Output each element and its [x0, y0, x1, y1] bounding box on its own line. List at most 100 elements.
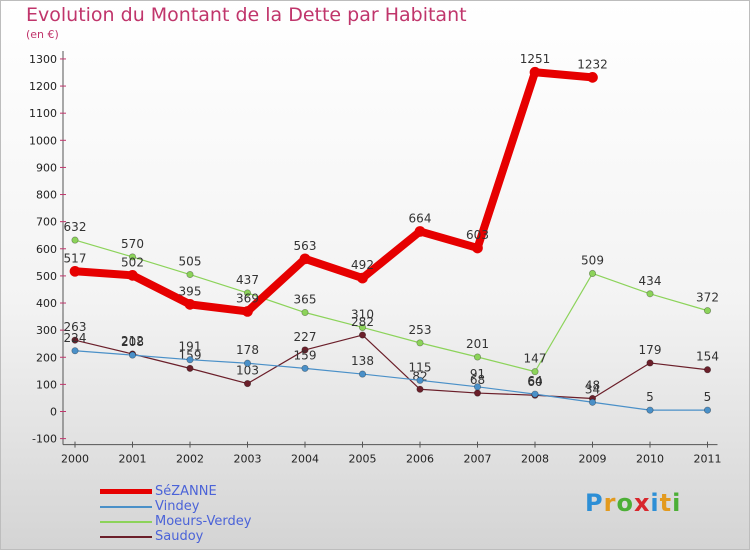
- series-line-vindey: [74, 350, 709, 411]
- data-label-vindey: 5: [704, 390, 712, 404]
- x-tick-label: 2005: [349, 453, 377, 466]
- x-tick-label: 2010: [636, 453, 664, 466]
- data-point-moeurs-verdey: [473, 353, 482, 361]
- series-line-saudoy: [74, 334, 709, 400]
- y-tick-label: 500: [36, 270, 57, 283]
- data-point-saudoy: [358, 331, 367, 339]
- data-label-moeurs-verdey: 372: [696, 291, 719, 305]
- data-point-s-zanne: [357, 272, 368, 284]
- data-point-vindey: [531, 390, 539, 398]
- data-label-saudoy: 212: [121, 334, 144, 348]
- data-label-s-zanne: 603: [466, 228, 489, 242]
- data-label-saudoy: 263: [64, 320, 87, 334]
- data-point-saudoy: [243, 380, 252, 388]
- data-label-vindey: 208: [121, 335, 144, 349]
- data-point-moeurs-verdey: [531, 368, 539, 376]
- x-tick-label: 2001: [119, 453, 147, 466]
- data-label-vindey: 5: [646, 390, 654, 404]
- data-point-s-zanne: [127, 270, 138, 281]
- data-point-vindey: [186, 356, 194, 364]
- data-label-saudoy: 154: [696, 350, 719, 364]
- data-point-vindey: [243, 359, 252, 367]
- x-tick-label: 2009: [579, 453, 607, 466]
- y-tick-label: 800: [36, 189, 57, 202]
- y-tick-label: 200: [36, 351, 57, 364]
- data-label-vindey: 115: [409, 360, 432, 374]
- data-label-vindey: 91: [470, 367, 485, 381]
- x-tick-label: 2002: [176, 453, 204, 466]
- chart-title: Evolution du Montant de la Dette par Hab…: [26, 4, 467, 26]
- data-label-moeurs-verdey: 505: [179, 255, 202, 269]
- y-tick-label: 400: [36, 297, 57, 310]
- legend-label-vindey: Vindey: [155, 499, 200, 514]
- data-point-vindey: [71, 347, 79, 355]
- data-point-moeurs-verdey: [416, 339, 424, 347]
- x-tick-label: 2003: [234, 453, 262, 466]
- proxiti-logo: Proxiti: [585, 489, 682, 517]
- data-label-vindey: 178: [236, 343, 259, 357]
- legend-swatch-moeurs-verdey: [100, 521, 152, 523]
- data-label-s-zanne: 369: [236, 291, 259, 305]
- data-point-moeurs-verdey: [646, 290, 654, 298]
- y-tick-label: 300: [36, 324, 57, 337]
- data-label-moeurs-verdey: 437: [236, 273, 259, 287]
- data-label-moeurs-verdey: 365: [294, 293, 317, 307]
- data-label-vindey: 64: [527, 374, 542, 388]
- data-label-saudoy: 282: [351, 315, 374, 329]
- data-label-vindey: 191: [179, 340, 202, 354]
- series-line-moeurs-verdey: [74, 239, 709, 373]
- data-point-vindey: [358, 370, 367, 378]
- data-label-vindey: 159: [294, 348, 317, 362]
- data-label-saudoy: 227: [294, 330, 317, 344]
- legend-swatch-vindey: [100, 506, 152, 508]
- data-label-vindey: 34: [585, 382, 600, 396]
- data-point-saudoy: [646, 359, 654, 367]
- data-point-s-zanne: [587, 72, 598, 83]
- x-tick-label: 2011: [694, 453, 722, 466]
- data-point-moeurs-verdey: [243, 289, 252, 297]
- data-point-vindey: [128, 351, 137, 359]
- data-label-s-zanne: 395: [179, 284, 202, 298]
- data-label-moeurs-verdey: 310: [351, 307, 374, 321]
- data-point-saudoy: [71, 336, 79, 344]
- data-point-moeurs-verdey: [358, 323, 367, 331]
- data-label-saudoy: 48: [585, 378, 600, 392]
- data-label-vindey: 224: [64, 331, 87, 345]
- x-tick-label: 2000: [61, 453, 89, 466]
- data-point-saudoy: [186, 364, 194, 372]
- data-point-s-zanne: [184, 299, 196, 310]
- x-tick-label: 2007: [464, 453, 492, 466]
- y-tick-label: 1200: [29, 80, 57, 93]
- chart-unit-label: (en €): [26, 28, 59, 41]
- y-tick-label: 0: [50, 406, 57, 419]
- data-point-s-zanne: [299, 253, 311, 265]
- data-point-moeurs-verdey: [186, 270, 194, 279]
- data-point-saudoy: [416, 385, 424, 393]
- data-label-moeurs-verdey: 201: [466, 337, 489, 351]
- y-tick-label: -100: [32, 433, 57, 446]
- data-point-vindey: [473, 383, 482, 391]
- legend-label-sezanne: SéZANNE: [155, 484, 217, 499]
- data-point-saudoy: [301, 346, 309, 354]
- legend-label-moeurs-verdey: Moeurs-Verdey: [155, 514, 252, 529]
- legend-swatch-saudoy: [100, 536, 152, 538]
- data-point-moeurs-verdey: [301, 308, 309, 317]
- data-point-s-zanne: [69, 265, 81, 277]
- data-label-s-zanne: 502: [121, 255, 144, 269]
- y-tick-label: 1300: [29, 53, 57, 66]
- y-tick-label: 1000: [29, 134, 57, 147]
- data-point-saudoy: [703, 366, 712, 374]
- data-label-saudoy: 103: [236, 364, 259, 378]
- data-point-moeurs-verdey: [703, 307, 712, 315]
- data-point-vindey: [646, 406, 654, 414]
- data-point-vindey: [416, 376, 424, 384]
- data-label-moeurs-verdey: 253: [409, 323, 432, 337]
- data-label-saudoy: 60: [527, 375, 542, 389]
- legend-label-saudoy: Saudoy: [155, 529, 204, 544]
- data-point-moeurs-verdey: [128, 253, 137, 261]
- y-tick-label: 100: [36, 378, 57, 391]
- data-label-moeurs-verdey: 434: [639, 274, 662, 288]
- y-tick-label: 1100: [29, 107, 57, 120]
- data-point-vindey: [703, 406, 712, 414]
